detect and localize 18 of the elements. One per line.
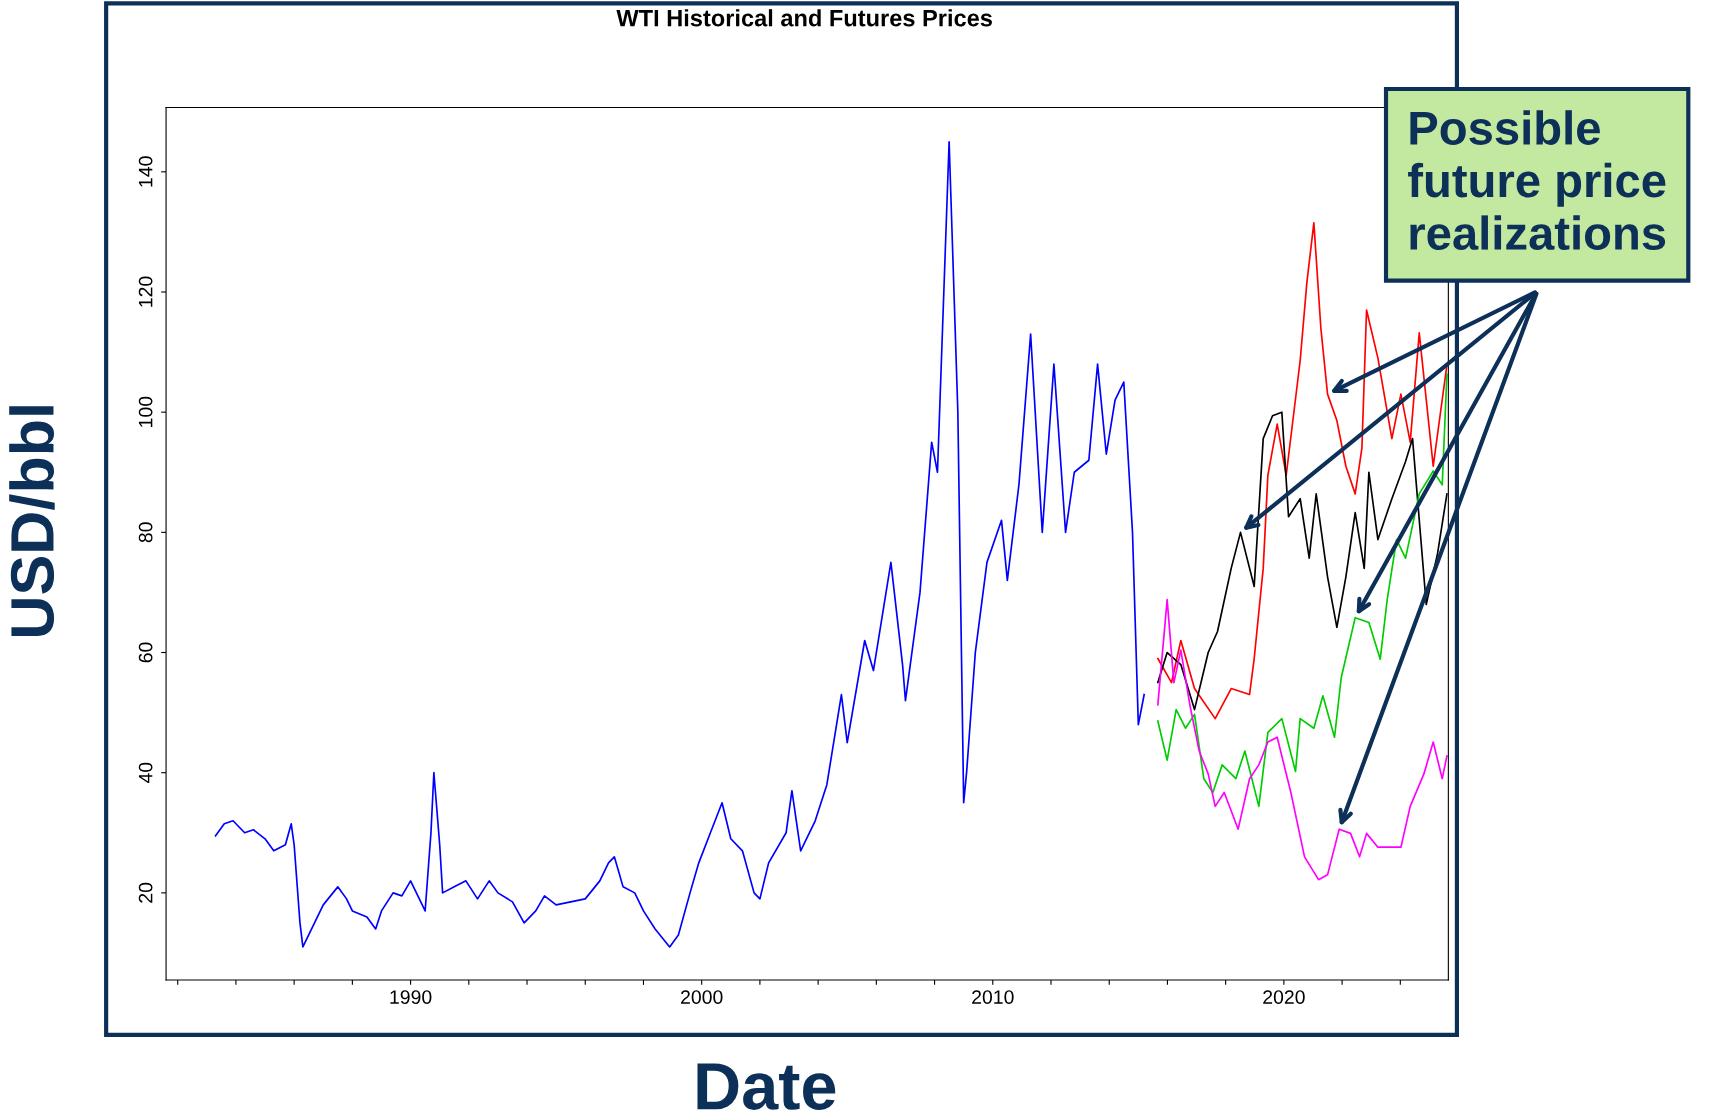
x-axis-title: Date	[697, 1063, 836, 1110]
y-tick-label: 120	[138, 276, 153, 307]
x-tick-label: 2020	[1263, 990, 1305, 1004]
y-tick-label: 40	[138, 762, 153, 784]
x-tick-label: 2000	[681, 990, 723, 1004]
y-tick-label: 80	[138, 522, 153, 543]
y-axis-title: USD/bbl	[9, 406, 55, 636]
line-series	[1157, 598, 1448, 881]
y-tick-label: 140	[138, 156, 153, 187]
y-tick-label: 60	[138, 642, 153, 663]
chart-title: WTI Historical and Futures Prices	[616, 9, 992, 27]
y-tick-label: 100	[138, 396, 153, 427]
line-series	[214, 140, 1145, 948]
x-tick-label: 2010	[972, 990, 1014, 1004]
line-series	[1157, 373, 1448, 808]
x-tick-label: 1990	[390, 990, 432, 1004]
annotation: Possible future price realizations	[1408, 110, 1666, 251]
y-tick-label: 20	[138, 882, 153, 903]
